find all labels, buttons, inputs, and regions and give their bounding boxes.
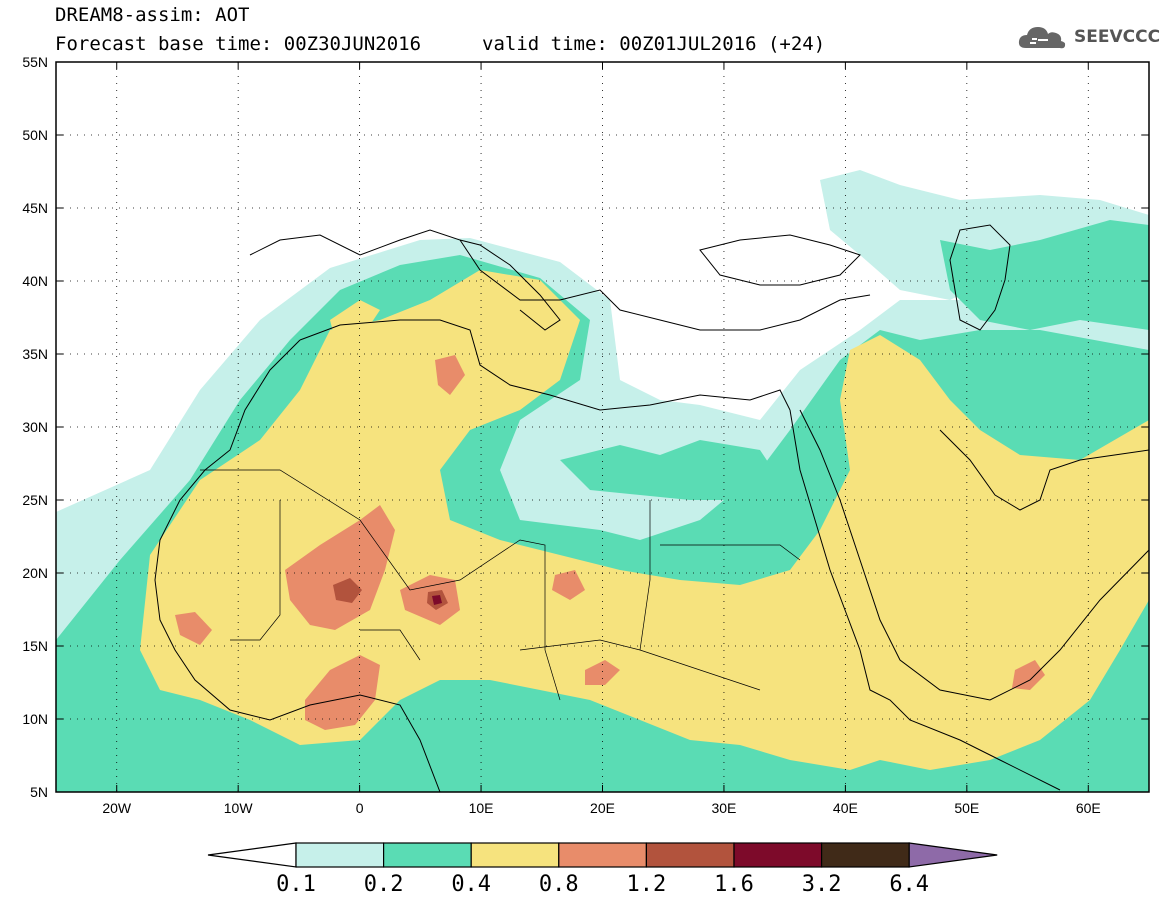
lat-label: 40N [22,273,48,289]
aot-band-0.8-sudan [585,660,620,685]
colorbar-label: 0.4 [451,872,491,897]
lat-label: 15N [22,638,48,654]
border-africa-2 [230,500,761,691]
lat-label: 25N [22,492,48,508]
lat-label: 45N [22,200,48,216]
aot-band-0.4-atlas [330,300,380,340]
colorbar-box [558,842,647,868]
lat-label: 55N [22,54,48,70]
seevccc-logo: SEEVCCC [1016,22,1160,52]
lat-labels: 55N 50N 45N 40N 35N 30N 25N 20N 15N 10N 5N [22,54,48,800]
lat-label: 50N [22,127,48,143]
aot-band-0.8-chad [552,570,585,600]
lon-label: 60E [1076,800,1101,816]
lat-label: 20N [22,565,48,581]
forecast-base-time: Forecast base time: 00Z30JUN2016 [55,33,422,55]
colorbar-label: 6.4 [889,872,929,897]
aot-band-0.8-nigeria [305,655,380,730]
coast-black-sea [699,234,861,286]
colorbar-box [645,842,735,868]
lat-label: 30N [22,419,48,435]
coast-med-south [299,319,791,411]
aot-band-0.4-sahara [140,270,1149,770]
cloud-logo-icon [1018,27,1066,49]
lon-labels: 20W 10W 0 10E 20E 30E 40E 50E 60E [102,800,1100,816]
colorbar-box [470,842,560,868]
aot-band-0.2-libya [560,440,780,500]
lat-label: 10N [22,711,48,727]
colorbar-label: 1.2 [627,872,667,897]
coast-persian-gulf [939,429,1149,511]
colorbar-label: 0.8 [539,872,579,897]
aot-band-0.2-caspian [940,220,1149,330]
coastlines [154,224,1149,792]
colorbar-label: 0.2 [364,872,404,897]
lon-label: 40E [833,800,858,816]
colorbar-extend-high [908,842,998,868]
lat-label: 5N [30,784,48,800]
valid-time: valid time: 00Z01JUL2016 (+24) [482,33,826,55]
coast-red-sea [789,409,1061,791]
coast-caspian [949,224,1011,331]
colorbar-box [820,842,910,868]
colorbar-box [383,842,472,868]
colorbar-box [733,842,823,868]
map-grid [56,62,1149,792]
colorbar-extend-low [207,842,297,868]
coast-africa-west [154,339,441,792]
colorbar [207,842,998,868]
aot-band-1.6-niger [432,595,442,605]
aot-band-1.2-mali [333,578,362,603]
lon-label: 30E [711,800,736,816]
aot-band-0.8-oman [1012,660,1045,690]
lon-label: 20E [590,800,615,816]
colorbar-labels: 0.1 0.2 0.4 0.8 1.2 1.6 3.2 6.4 [276,872,929,897]
lon-label: 20W [102,800,132,816]
coast-italy [459,239,561,331]
colorbar-box [295,842,385,868]
aot-band-0.8-senegal [175,612,212,645]
colorbar-label: 3.2 [802,872,842,897]
coast-europe [249,229,871,331]
logo-text: SEEVCCC [1074,27,1161,47]
lon-label: 0 [356,800,364,816]
lon-label: 10E [469,800,494,816]
aot-band-0.8-mali [285,505,395,630]
lat-label: 35N [22,346,48,362]
axis-ticks [56,61,1149,793]
colorbar-label: 1.6 [714,872,754,897]
border-africa-1 [200,469,801,701]
colorbar-label: 0.1 [276,872,316,897]
aot-band-0.1-caspian [820,170,1149,300]
lon-label: 50E [954,800,979,816]
aot-band-0.8-tunisia [435,355,465,395]
lon-label: 10W [224,800,254,816]
product-title: DREAM8-assim: AOT [55,4,250,26]
coast-arabia [799,409,1149,701]
